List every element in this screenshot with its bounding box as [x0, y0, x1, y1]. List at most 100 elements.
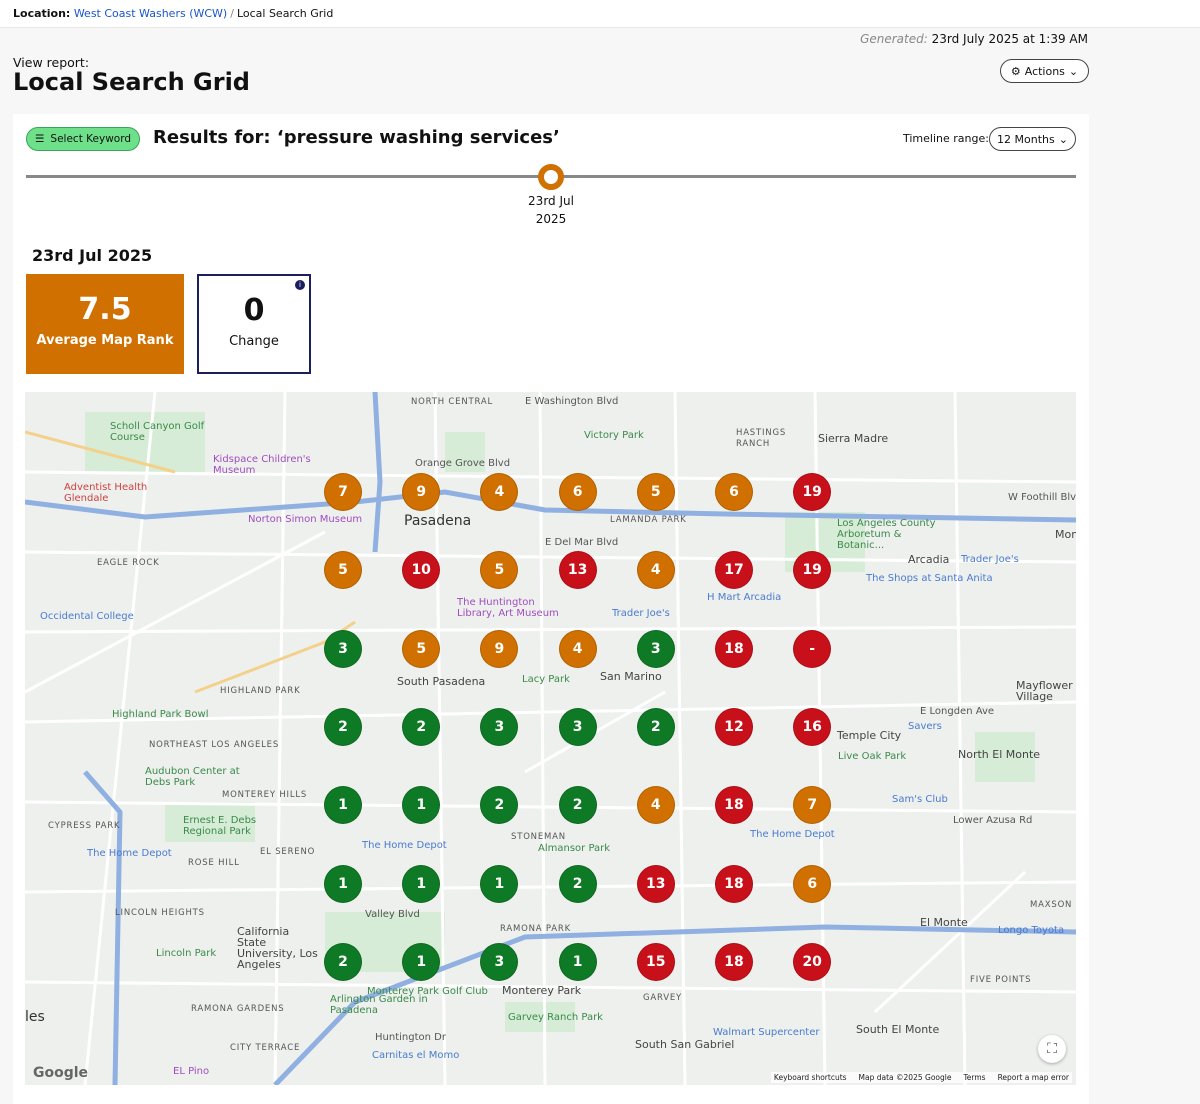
actions-button[interactable]: ⚙ Actions ⌄: [1000, 59, 1089, 83]
rank-marker[interactable]: 20: [793, 942, 832, 981]
map-label[interactable]: H Mart Arcadia: [707, 592, 782, 603]
rank-marker[interactable]: 2: [558, 864, 597, 903]
rank-marker[interactable]: 1: [324, 864, 362, 903]
rank-marker[interactable]: 18: [715, 942, 753, 981]
map-label[interactable]: Ernest E. Debs Regional Park: [183, 815, 257, 837]
results-heading: Results for: ‘pressure washing services’: [153, 127, 560, 148]
map-label[interactable]: The Home Depot: [750, 829, 835, 840]
rank-marker[interactable]: 5: [402, 629, 441, 668]
timeline-range-select[interactable]: 12 Months ⌄: [989, 127, 1076, 151]
rank-marker[interactable]: 17: [715, 551, 753, 590]
rank-marker[interactable]: 3: [636, 629, 675, 668]
map-label[interactable]: Carnitas el Momo: [372, 1050, 460, 1061]
rank-marker[interactable]: 2: [480, 786, 519, 825]
rank-marker[interactable]: 16: [793, 707, 832, 746]
rank-marker[interactable]: 5: [324, 551, 362, 590]
rank-marker[interactable]: 4: [636, 551, 675, 590]
rank-marker[interactable]: 2: [324, 942, 362, 981]
map-label[interactable]: Norton Simon Museum: [248, 514, 363, 525]
rank-marker[interactable]: 13: [636, 864, 675, 903]
breadcrumb-location-link[interactable]: West Coast Washers (WCW): [73, 7, 228, 20]
report-map-error-link[interactable]: Report a map error: [997, 1073, 1069, 1082]
rank-marker[interactable]: 5: [480, 551, 519, 590]
map-label: South San Gabriel: [635, 1038, 735, 1051]
rank-marker[interactable]: 18: [715, 864, 753, 903]
map-label: Temple City: [837, 729, 902, 742]
map-label[interactable]: Garvey Ranch Park: [508, 1012, 603, 1023]
rank-marker[interactable]: 18: [715, 786, 753, 825]
map-label[interactable]: Adventist Health Glendale: [64, 482, 148, 504]
rank-marker[interactable]: 1: [558, 942, 597, 981]
rank-marker[interactable]: 2: [402, 707, 441, 746]
timeline-point[interactable]: [538, 164, 564, 190]
rank-marker[interactable]: 5: [636, 473, 675, 511]
rank-marker[interactable]: 12: [715, 707, 753, 746]
map-label[interactable]: The Shops at Santa Anita: [866, 573, 993, 584]
rank-marker[interactable]: 19: [793, 551, 832, 590]
rank-marker[interactable]: 2: [636, 707, 675, 746]
rank-marker[interactable]: 1: [480, 864, 519, 903]
rank-marker[interactable]: 3: [558, 707, 597, 746]
rank-marker[interactable]: 2: [324, 707, 362, 746]
map-label: GARVEY: [643, 993, 683, 1003]
rank-marker[interactable]: 6: [793, 864, 832, 903]
map[interactable]: Pasadena Sierra Madre Arcadia South Pasaden…: [25, 392, 1076, 1085]
map-label[interactable]: The Home Depot: [362, 840, 447, 851]
select-keyword-button[interactable]: ☰ Select Keyword: [26, 127, 140, 151]
rank-marker[interactable]: 18: [715, 629, 753, 668]
map-label[interactable]: Los Angeles County Arboretum & Botanic..…: [837, 518, 936, 551]
map-label[interactable]: The Home Depot: [87, 848, 172, 859]
map-label[interactable]: Audubon Center at Debs Park: [145, 766, 240, 788]
rank-marker[interactable]: 1: [402, 864, 441, 903]
rank-marker[interactable]: 6: [715, 473, 753, 511]
map-label[interactable]: Kidspace Children's Museum: [213, 454, 311, 476]
map-label[interactable]: Occidental College: [40, 611, 134, 622]
map-label[interactable]: Longo Toyota: [998, 925, 1065, 936]
chevron-down-icon: ⌄: [1058, 132, 1068, 146]
map-label[interactable]: Highland Park Bowl: [112, 709, 209, 720]
keyboard-shortcuts-link[interactable]: Keyboard shortcuts: [773, 1073, 847, 1082]
rank-marker[interactable]: 6: [558, 473, 597, 511]
map-label[interactable]: Arlington Garden in Pasadena: [330, 994, 428, 1016]
map-label[interactable]: Trader Joe's: [961, 554, 1019, 565]
map-label[interactable]: Victory Park: [584, 430, 644, 441]
rank-marker[interactable]: 1: [402, 786, 441, 825]
map-label: ROSE HILL: [188, 858, 240, 868]
rank-marker[interactable]: 13: [558, 551, 597, 590]
rank-marker[interactable]: 2: [558, 786, 597, 825]
rank-marker[interactable]: 4: [636, 786, 675, 825]
rank-marker[interactable]: 3: [480, 942, 519, 981]
rank-marker[interactable]: 3: [324, 629, 362, 668]
map-label[interactable]: Sam's Club: [892, 794, 948, 805]
map-label[interactable]: Almansor Park: [538, 843, 611, 854]
map-label: CYPRESS PARK: [48, 821, 121, 831]
rank-marker[interactable]: -: [793, 629, 832, 668]
info-icon[interactable]: i: [295, 280, 305, 290]
map-label[interactable]: EL Pino: [173, 1066, 210, 1077]
rank-marker[interactable]: 9: [402, 473, 441, 511]
map-label[interactable]: Trader Joe's: [612, 608, 670, 619]
map-label[interactable]: Walmart Supercenter: [713, 1027, 820, 1038]
map-label[interactable]: The Huntington Library, Art Museum: [457, 597, 559, 619]
rank-marker[interactable]: 1: [324, 786, 362, 825]
rank-marker[interactable]: 10: [402, 551, 441, 590]
map-label[interactable]: Savers: [908, 721, 942, 732]
rank-marker[interactable]: 1: [402, 942, 441, 981]
rank-marker[interactable]: 4: [558, 629, 597, 668]
terms-link[interactable]: Terms: [963, 1073, 986, 1082]
rank-marker[interactable]: 3: [480, 707, 519, 746]
rank-marker[interactable]: 7: [324, 473, 362, 511]
rank-marker[interactable]: 19: [793, 473, 832, 511]
rank-marker[interactable]: 7: [793, 786, 832, 825]
map-label[interactable]: Monterey Park Golf Club: [367, 986, 488, 997]
map-label: South El Monte: [856, 1023, 940, 1036]
map-label[interactable]: Lincoln Park: [156, 948, 217, 959]
rank-marker[interactable]: 9: [480, 629, 519, 668]
fullscreen-button[interactable]: ⛶: [1038, 1035, 1066, 1063]
rank-marker[interactable]: 4: [480, 473, 519, 511]
map-label[interactable]: Lacy Park: [522, 674, 570, 685]
rank-marker[interactable]: 15: [636, 942, 675, 981]
map-label[interactable]: Live Oak Park: [838, 751, 907, 762]
map-label[interactable]: Scholl Canyon Golf Course: [110, 421, 205, 443]
map-footer: Keyboard shortcuts Map data ©2025 Google…: [770, 1072, 1072, 1083]
